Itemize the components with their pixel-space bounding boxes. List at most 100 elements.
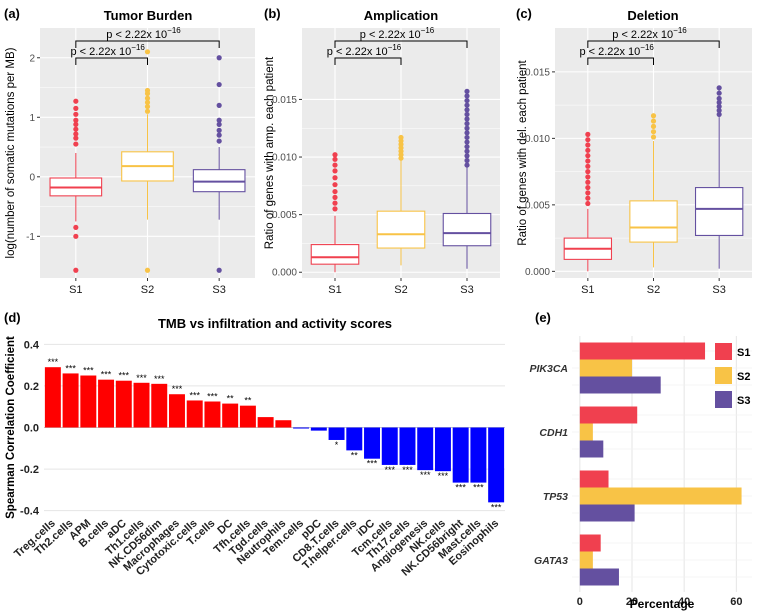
y-axis-label: Spearman Correlation Coefficient bbox=[5, 336, 17, 519]
y-tick-label: -0.2 bbox=[20, 464, 39, 476]
outlier-point bbox=[398, 134, 404, 141]
bar-T.cells bbox=[204, 401, 221, 428]
y-tick-label: 0.4 bbox=[24, 339, 40, 351]
outlier-point bbox=[73, 141, 79, 147]
significance-marker: *** bbox=[473, 483, 484, 493]
outlier-point bbox=[464, 134, 470, 141]
x-tick-label: S3 bbox=[712, 284, 725, 296]
significance-marker: *** bbox=[189, 390, 200, 400]
bar-Cytotoxic.cells bbox=[186, 400, 203, 428]
y-tick-label: 0.010 bbox=[272, 153, 297, 164]
bar-Treg.cells bbox=[44, 367, 61, 428]
significance-exponent: −16 bbox=[640, 43, 654, 52]
outlier-point bbox=[216, 121, 222, 128]
outlier-point bbox=[716, 90, 722, 96]
panel-title: Deletion bbox=[627, 8, 678, 23]
significance-marker: *** bbox=[384, 465, 395, 475]
outlier-point bbox=[73, 224, 79, 231]
significance-marker: ** bbox=[227, 394, 235, 404]
bar-Neutrophils bbox=[275, 420, 292, 428]
y-tick-label: 0.010 bbox=[525, 134, 550, 145]
bar-TP53-S2 bbox=[579, 487, 742, 505]
outlier-point bbox=[73, 267, 79, 273]
outlier-point bbox=[73, 131, 79, 137]
x-tick-label: S3 bbox=[212, 284, 225, 296]
outlier-point bbox=[144, 103, 151, 110]
significance-marker: *** bbox=[154, 374, 165, 384]
bar-NK.CD56dim bbox=[151, 383, 168, 428]
x-tick-label: 0 bbox=[577, 596, 583, 608]
y-tick-label: CDH1 bbox=[539, 427, 568, 439]
panel-b: 0.000 0.005 0.010 0.015 S1 S2 S3 p < 2.22x 10−1… bbox=[264, 6, 500, 296]
significance-marker: *** bbox=[207, 392, 218, 402]
outlier-point bbox=[585, 184, 591, 191]
significance-marker: *** bbox=[455, 483, 466, 493]
outlier-point bbox=[332, 168, 338, 174]
panel-title: Amplication bbox=[364, 8, 438, 23]
x-tick-label: S2 bbox=[394, 284, 407, 296]
significance-marker: ** bbox=[244, 396, 252, 406]
bar-PIK3CA-S1 bbox=[579, 342, 706, 360]
outlier-point bbox=[73, 121, 79, 128]
outlier-point bbox=[216, 138, 222, 144]
outlier-point bbox=[216, 127, 222, 133]
significance-exponent: −16 bbox=[131, 43, 145, 52]
outlier-point bbox=[464, 162, 470, 168]
outlier-point bbox=[716, 103, 722, 110]
outlier-point bbox=[332, 156, 338, 162]
y-tick-label: 0.005 bbox=[525, 200, 550, 211]
y-tick-label: 0.000 bbox=[272, 268, 297, 279]
outlier-point bbox=[144, 95, 151, 101]
outlier-point bbox=[464, 107, 470, 113]
bar-iDC bbox=[364, 427, 380, 459]
y-tick-label: GATA3 bbox=[534, 555, 568, 567]
bar-pDC bbox=[310, 427, 327, 431]
outlier-point bbox=[73, 117, 79, 123]
panel-label: (d) bbox=[4, 310, 21, 325]
bar-Tgd.cells bbox=[257, 417, 274, 428]
x-axis-label: Percentage bbox=[630, 597, 695, 611]
outlier-point bbox=[73, 105, 79, 111]
bar-TP53-S1 bbox=[579, 470, 609, 488]
significance-exponent: −16 bbox=[421, 26, 435, 35]
outlier-point bbox=[464, 130, 470, 136]
outlier-point bbox=[144, 87, 151, 94]
legend-swatch-S2 bbox=[715, 367, 732, 384]
x-tick-label: S1 bbox=[328, 284, 341, 296]
outlier-point bbox=[650, 118, 657, 124]
bar-Th1.cells bbox=[133, 382, 150, 428]
legend-label: S1 bbox=[737, 347, 750, 359]
significance-label: p < 2.22x 10−16 bbox=[106, 26, 181, 41]
outlier-point bbox=[585, 179, 591, 185]
y-tick-label: 0 bbox=[29, 172, 35, 183]
significance-marker: * bbox=[335, 440, 339, 450]
outlier-point bbox=[332, 206, 338, 212]
significance-marker: ** bbox=[351, 450, 359, 460]
outlier-point bbox=[73, 111, 79, 117]
significance-marker: *** bbox=[491, 502, 502, 512]
x-tick-label: S2 bbox=[647, 284, 660, 296]
legend-label: S2 bbox=[737, 371, 750, 383]
y-tick-label: 0.015 bbox=[272, 95, 297, 106]
significance-label: p < 2.22x 10−16 bbox=[612, 26, 687, 41]
outlier-point bbox=[144, 49, 151, 55]
outlier-point bbox=[585, 195, 591, 201]
significance-marker: *** bbox=[367, 459, 378, 469]
panel-label: (b) bbox=[264, 6, 281, 21]
y-axis-label: Ratio of genes with del. each patient bbox=[517, 60, 529, 246]
significance-marker: *** bbox=[48, 357, 59, 367]
outlier-point bbox=[464, 116, 470, 122]
significance-exponent: −16 bbox=[388, 43, 402, 52]
significance-marker: *** bbox=[438, 471, 449, 481]
bar-CD8.T.cells bbox=[328, 427, 345, 440]
outlier-point bbox=[144, 99, 151, 106]
box-S2 bbox=[629, 200, 678, 243]
outlier-point bbox=[332, 200, 338, 206]
x-tick-label: S2 bbox=[141, 284, 154, 296]
bar-Th17.cells bbox=[399, 427, 416, 465]
outlier-point bbox=[585, 158, 591, 164]
bar-GATA3-S3 bbox=[579, 568, 619, 586]
outlier-point bbox=[464, 93, 470, 99]
panel-title: Tumor Burden bbox=[104, 8, 193, 23]
outlier-point bbox=[144, 267, 151, 273]
